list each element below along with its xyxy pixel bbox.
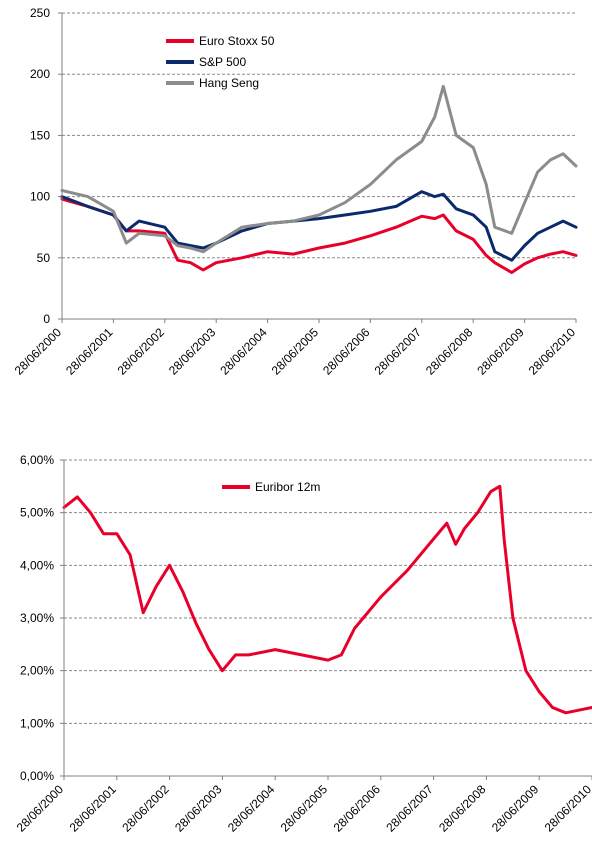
- legend: Euribor 12m: [222, 480, 320, 494]
- euribor-chart: 6,00% 5,00% 4,00% 3,00% 2,00% 1,00% 0,00% 28/0…: [14, 453, 592, 835]
- legend: Euro Stoxx 50 S&P 500 Hang Seng: [166, 34, 275, 90]
- y-tick-label: 0: [43, 312, 50, 326]
- y-tick-label: 1,00%: [20, 716, 54, 730]
- y-tick-label: 5,00%: [20, 506, 54, 520]
- y-gridlines: [60, 459, 592, 777]
- x-tick-label: 28/06/2002: [115, 325, 168, 378]
- x-tick-label: 28/06/2007: [372, 325, 425, 378]
- series-lines: [62, 484, 592, 715]
- y-tick-label: 200: [30, 67, 50, 81]
- legend-label-sp500: S&P 500: [199, 55, 246, 69]
- x-tick-label: 28/06/2003: [172, 782, 225, 835]
- y-tick-label: 150: [30, 128, 50, 142]
- series-line-s-p-500: [60, 190, 578, 262]
- y-tick-label: 50: [37, 251, 51, 265]
- x-tick-label: 28/06/2007: [383, 782, 436, 835]
- x-tick-label: 28/06/2006: [331, 782, 384, 835]
- x-tick-label: 28/06/2009: [474, 325, 527, 378]
- legend-label-euro-stoxx: Euro Stoxx 50: [199, 34, 275, 48]
- y-axis-tick-labels: 250 200 150 100 50 0: [30, 6, 50, 326]
- x-tick-label: 28/06/2002: [119, 782, 172, 835]
- series-line-euribor-12m: [62, 484, 592, 715]
- series-line-euro-stoxx-50: [60, 197, 578, 274]
- x-tick-label: 28/06/2006: [320, 325, 373, 378]
- x-tick-label: 28/06/2008: [423, 325, 476, 378]
- x-axis-tick-labels: 28/06/2000 28/06/2001 28/06/2002 28/06/2003…: [14, 776, 592, 835]
- y-tick-label: 3,00%: [20, 611, 54, 625]
- x-tick-label: 28/06/2008: [436, 782, 489, 835]
- x-tick-label: 28/06/2001: [67, 782, 120, 835]
- legend-label-euribor: Euribor 12m: [255, 480, 320, 494]
- y-tick-label: 250: [30, 6, 50, 20]
- y-gridlines: [58, 12, 576, 320]
- plot-area: 6,00% 5,00% 4,00% 3,00% 2,00% 1,00% 0,00% 28/0…: [14, 453, 592, 835]
- x-tick-label: 28/06/2004: [217, 325, 270, 378]
- y-axis-tick-labels: 6,00% 5,00% 4,00% 3,00% 2,00% 1,00% 0,00%: [20, 453, 54, 783]
- series-lines: [60, 84, 578, 274]
- y-tick-label: 6,00%: [20, 453, 54, 467]
- x-tick-label: 28/06/2003: [166, 325, 219, 378]
- x-axis-tick-labels: 28/06/2000 28/06/2001 28/06/2002 28/06/2003…: [12, 319, 579, 378]
- x-tick-label: 28/06/2010: [542, 782, 592, 835]
- series-line-hang-seng: [60, 84, 578, 254]
- x-tick-label: 28/06/2000: [12, 325, 65, 378]
- x-tick-label: 28/06/2009: [489, 782, 542, 835]
- x-tick-label: 28/06/2005: [269, 325, 322, 378]
- legend-label-hang-seng: Hang Seng: [199, 76, 259, 90]
- x-tick-label: 28/06/2000: [14, 782, 67, 835]
- y-tick-label: 4,00%: [20, 558, 54, 572]
- x-tick-label: 28/06/2001: [63, 325, 116, 378]
- y-tick-label: 2,00%: [20, 664, 54, 678]
- y-tick-label: 0,00%: [20, 769, 54, 783]
- x-tick-label: 28/06/2004: [225, 782, 278, 835]
- x-tick-label: 28/06/2010: [526, 325, 579, 378]
- x-tick-label: 28/06/2005: [278, 782, 331, 835]
- y-tick-label: 100: [30, 190, 50, 204]
